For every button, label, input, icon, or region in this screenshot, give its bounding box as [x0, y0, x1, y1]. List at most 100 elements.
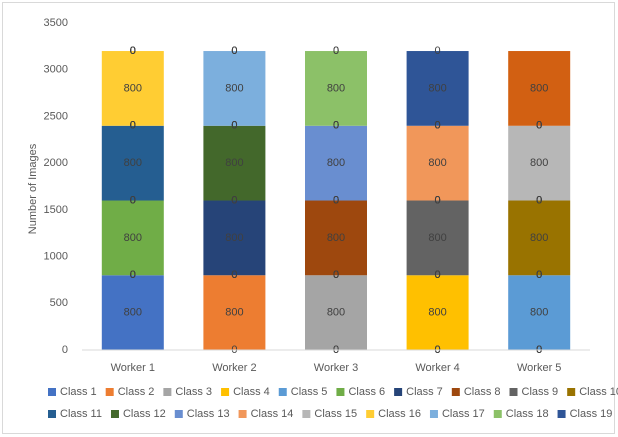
data-label: 0 [130, 269, 136, 281]
legend-swatch [366, 410, 375, 418]
data-label: 0 [536, 269, 542, 281]
legend-swatch [105, 388, 114, 396]
bar-segment [508, 275, 571, 350]
y-tick-label: 3500 [44, 17, 68, 29]
data-label: 0 [333, 194, 339, 206]
data-label: 0 [435, 194, 441, 206]
y-tick-label: 2500 [44, 110, 68, 122]
legend-swatch [221, 388, 230, 396]
data-label: 0 [435, 269, 441, 281]
data-label: 0 [231, 269, 237, 281]
data-label: 0 [231, 269, 237, 281]
data-label: 0 [536, 194, 542, 206]
data-label: 0 [130, 45, 136, 57]
legend-label: Class 15 [314, 408, 357, 420]
data-label: 800 [124, 307, 142, 319]
data-label: 0 [435, 194, 441, 206]
y-tick-label: 500 [50, 297, 68, 309]
bar-segment [305, 125, 367, 201]
bar-segment [203, 125, 266, 201]
data-label: 0 [333, 120, 339, 132]
data-label: 800 [530, 307, 548, 319]
data-label: 0 [130, 120, 136, 132]
legend-swatch [110, 410, 119, 418]
data-label: 800 [530, 82, 548, 94]
data-label: 0 [130, 45, 136, 57]
legend-label: Class 1 [60, 386, 97, 398]
data-label: 800 [327, 232, 345, 244]
legend-label: Class 14 [251, 408, 294, 420]
legend-swatch [278, 388, 287, 396]
legend-swatch [557, 410, 566, 418]
data-label: 800 [124, 232, 142, 244]
data-label: 0 [333, 120, 339, 132]
data-label: 0 [333, 45, 339, 57]
bar-segment [305, 51, 367, 126]
legend-label: Class 8 [464, 386, 501, 398]
data-label: 0 [333, 269, 339, 281]
legend-label: Class 5 [291, 386, 328, 398]
y-tick-label: 1000 [44, 250, 68, 262]
legend-swatch [493, 410, 502, 418]
data-label: 0 [536, 194, 542, 206]
data-label: 0 [536, 269, 542, 281]
bar-segment [203, 275, 266, 350]
bar-segment [305, 200, 367, 276]
bar-segment [508, 125, 571, 201]
data-label: 0 [333, 269, 339, 281]
data-label: 0 [435, 269, 441, 281]
data-label: 0 [130, 45, 136, 57]
data-label: 0 [536, 194, 542, 206]
bar-segment [406, 275, 469, 350]
data-label: 0 [333, 120, 339, 132]
legend-label: Class 13 [187, 408, 230, 420]
x-tick-label: Worker 5 [517, 362, 561, 374]
data-label: 0 [130, 269, 136, 281]
data-label: 800 [225, 82, 243, 94]
bar-segment [203, 51, 266, 126]
legend-swatch [48, 410, 56, 418]
data-label: 0 [333, 194, 339, 206]
data-label: 800 [428, 307, 446, 319]
data-label: 800 [327, 307, 345, 319]
data-label: 0 [130, 194, 136, 206]
data-label: 0 [536, 194, 542, 206]
legend-label: Class 6 [348, 386, 385, 398]
legend-label: Class 4 [233, 386, 270, 398]
data-label: 0 [435, 269, 441, 281]
data-label: 0 [231, 45, 237, 57]
data-label: 0 [231, 194, 237, 206]
legend-swatch [509, 388, 518, 396]
bar-segment [406, 200, 469, 276]
legend-label: Class 17 [442, 408, 485, 420]
bar-segment [101, 200, 164, 276]
data-label: 0 [231, 45, 237, 57]
data-label: 0 [231, 120, 237, 132]
y-tick-label: 1500 [44, 204, 68, 216]
legend-swatch [163, 388, 172, 396]
data-label: 0 [231, 120, 237, 132]
data-label: 0 [231, 45, 237, 57]
legend-label: Class 3 [175, 386, 212, 398]
legend-label: Class 19 [570, 408, 613, 420]
data-label: 0 [130, 45, 136, 57]
legend-label: Class 10 [579, 386, 618, 398]
data-label: 800 [327, 157, 345, 169]
data-label: 800 [225, 232, 243, 244]
data-label: 0 [231, 194, 237, 206]
data-label: 0 [231, 194, 237, 206]
data-label: 800 [124, 82, 142, 94]
data-label: 0 [435, 120, 441, 132]
legend-label: Class 11 [60, 408, 102, 420]
data-label: 0 [435, 120, 441, 132]
bar-segment [101, 275, 164, 350]
x-tick-label: Worker 4 [415, 362, 459, 374]
legend-swatch [336, 388, 345, 396]
bar-segment [508, 200, 571, 276]
data-label: 800 [327, 82, 345, 94]
y-tick-label: 2000 [44, 157, 68, 169]
data-label: 0 [231, 194, 237, 206]
legend-label: Class 16 [378, 408, 421, 420]
y-tick-label: 3000 [44, 64, 68, 76]
